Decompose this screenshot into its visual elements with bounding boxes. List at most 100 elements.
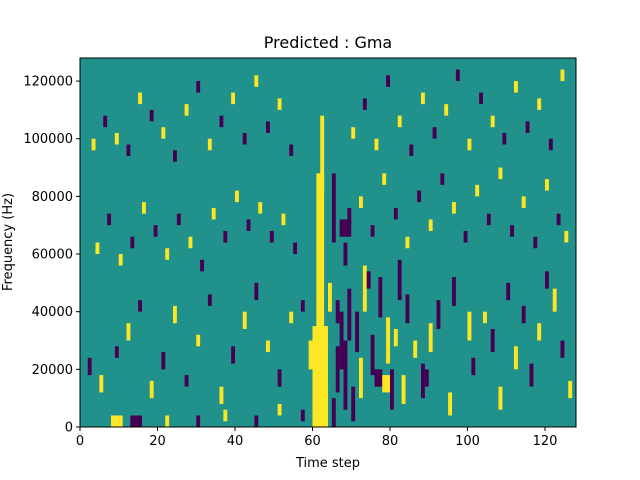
heatmap-cell <box>149 109 154 122</box>
heatmap-cell <box>405 294 410 324</box>
heatmap-cell <box>417 190 422 203</box>
heatmap-cell <box>258 202 263 214</box>
heatmap-cell <box>331 398 336 427</box>
heatmap-cell <box>560 69 565 82</box>
heatmap-cell <box>138 300 143 312</box>
heatmap-cell <box>184 104 189 116</box>
heatmap-cell <box>347 288 352 341</box>
heatmap-cell <box>545 179 549 191</box>
heatmap-cell <box>448 392 453 416</box>
heatmap-cell <box>452 202 456 214</box>
heatmap-cell <box>219 386 224 404</box>
x-tick-label: 40 <box>227 434 244 449</box>
heatmap-cell <box>428 219 433 231</box>
heatmap-cell <box>339 219 352 237</box>
heatmap-cell <box>424 369 429 387</box>
heatmap-cell <box>281 213 286 226</box>
heatmap-cell <box>386 75 391 87</box>
heatmap-cell <box>223 230 228 243</box>
heatmap-cell <box>455 69 460 82</box>
heatmap-cell <box>444 104 449 116</box>
x-axis: 0 20 40 60 80 100 120 <box>76 427 558 449</box>
heatmap-cell <box>138 92 143 105</box>
heatmap-cell <box>413 340 418 358</box>
heatmap-cell <box>498 386 503 410</box>
heatmap-cell <box>184 375 189 387</box>
heatmap-cell <box>537 323 542 341</box>
heatmap-cell <box>552 288 557 312</box>
heatmap-cell <box>374 369 383 387</box>
heatmap-cell <box>409 144 414 157</box>
heatmap-cell <box>324 383 329 427</box>
heatmap-cell <box>366 271 371 289</box>
heatmap-cell <box>173 305 177 324</box>
x-tick-label: 60 <box>304 434 321 449</box>
heatmap-cells <box>87 69 573 427</box>
heatmap-cell <box>355 311 360 353</box>
heatmap-cell <box>452 277 456 306</box>
heatmap-cell <box>347 207 352 226</box>
heatmap-cell <box>207 138 212 151</box>
heatmap-cell <box>370 334 375 376</box>
heatmap-cell <box>397 259 402 301</box>
heatmap-cell <box>246 219 251 231</box>
heatmap-cell <box>118 254 123 266</box>
heatmap-cell <box>386 317 391 364</box>
heatmap-cell <box>529 363 534 387</box>
heatmap-cell <box>568 380 573 399</box>
heatmap-cell <box>300 409 305 422</box>
heatmap-cell <box>359 196 363 208</box>
heatmap-cell <box>405 236 410 249</box>
heatmap-cell <box>328 282 332 312</box>
heatmap-cell <box>107 213 112 226</box>
heatmap-cell <box>421 92 425 105</box>
heatmap-cell <box>142 202 146 214</box>
heatmap-cell <box>196 81 201 93</box>
y-tick-label: 20000 <box>32 363 73 378</box>
heatmap-cell <box>269 230 274 243</box>
heatmap-cell <box>490 328 495 353</box>
y-tick-label: 0 <box>65 421 73 436</box>
heatmap-cell <box>130 415 143 427</box>
heatmap-cell <box>428 323 433 353</box>
heatmap-cell <box>130 236 135 249</box>
heatmap-cell <box>436 300 441 329</box>
heatmap-cell <box>188 236 193 249</box>
heatmap-cell <box>537 98 542 110</box>
y-tick-label: 60000 <box>32 248 73 263</box>
heatmap-cell <box>533 236 538 249</box>
heatmap-cell <box>235 190 239 203</box>
heatmap-cell <box>165 415 170 427</box>
plot-frame <box>79 57 577 428</box>
heatmap-cell <box>432 127 437 139</box>
heatmap-cell <box>393 328 398 347</box>
y-tick-label: 120000 <box>23 75 73 90</box>
heatmap-cell <box>254 415 259 427</box>
heatmap-cell <box>556 213 561 226</box>
heatmap-cell <box>510 225 515 237</box>
heatmap-cell <box>359 357 363 399</box>
heatmap-cell <box>111 415 123 427</box>
heatmap-cell <box>378 277 383 318</box>
heatmap-cell <box>343 340 348 410</box>
x-tick-label: 120 <box>533 434 558 449</box>
heatmap-cell <box>393 207 398 220</box>
heatmap-cell <box>343 242 348 266</box>
heatmap-cell <box>231 346 236 364</box>
heatmap-cell <box>277 369 282 387</box>
heatmap-cell <box>564 230 569 243</box>
heatmap-cell <box>207 294 212 306</box>
heatmap-cell <box>521 305 526 324</box>
heatmap-cell <box>397 115 402 128</box>
heatmap-cell <box>149 380 154 399</box>
heatmap-cell <box>300 300 305 312</box>
heatmap-cell <box>223 409 228 422</box>
heatmap-cell <box>440 173 445 185</box>
y-tick-label: 80000 <box>32 190 73 205</box>
heatmap-cell <box>95 242 100 255</box>
heatmap-cell <box>362 98 367 110</box>
heatmap-cell <box>126 323 131 341</box>
heatmap-cell <box>421 363 425 399</box>
heatmap-cell <box>266 340 270 353</box>
x-tick-label: 0 <box>76 434 84 449</box>
